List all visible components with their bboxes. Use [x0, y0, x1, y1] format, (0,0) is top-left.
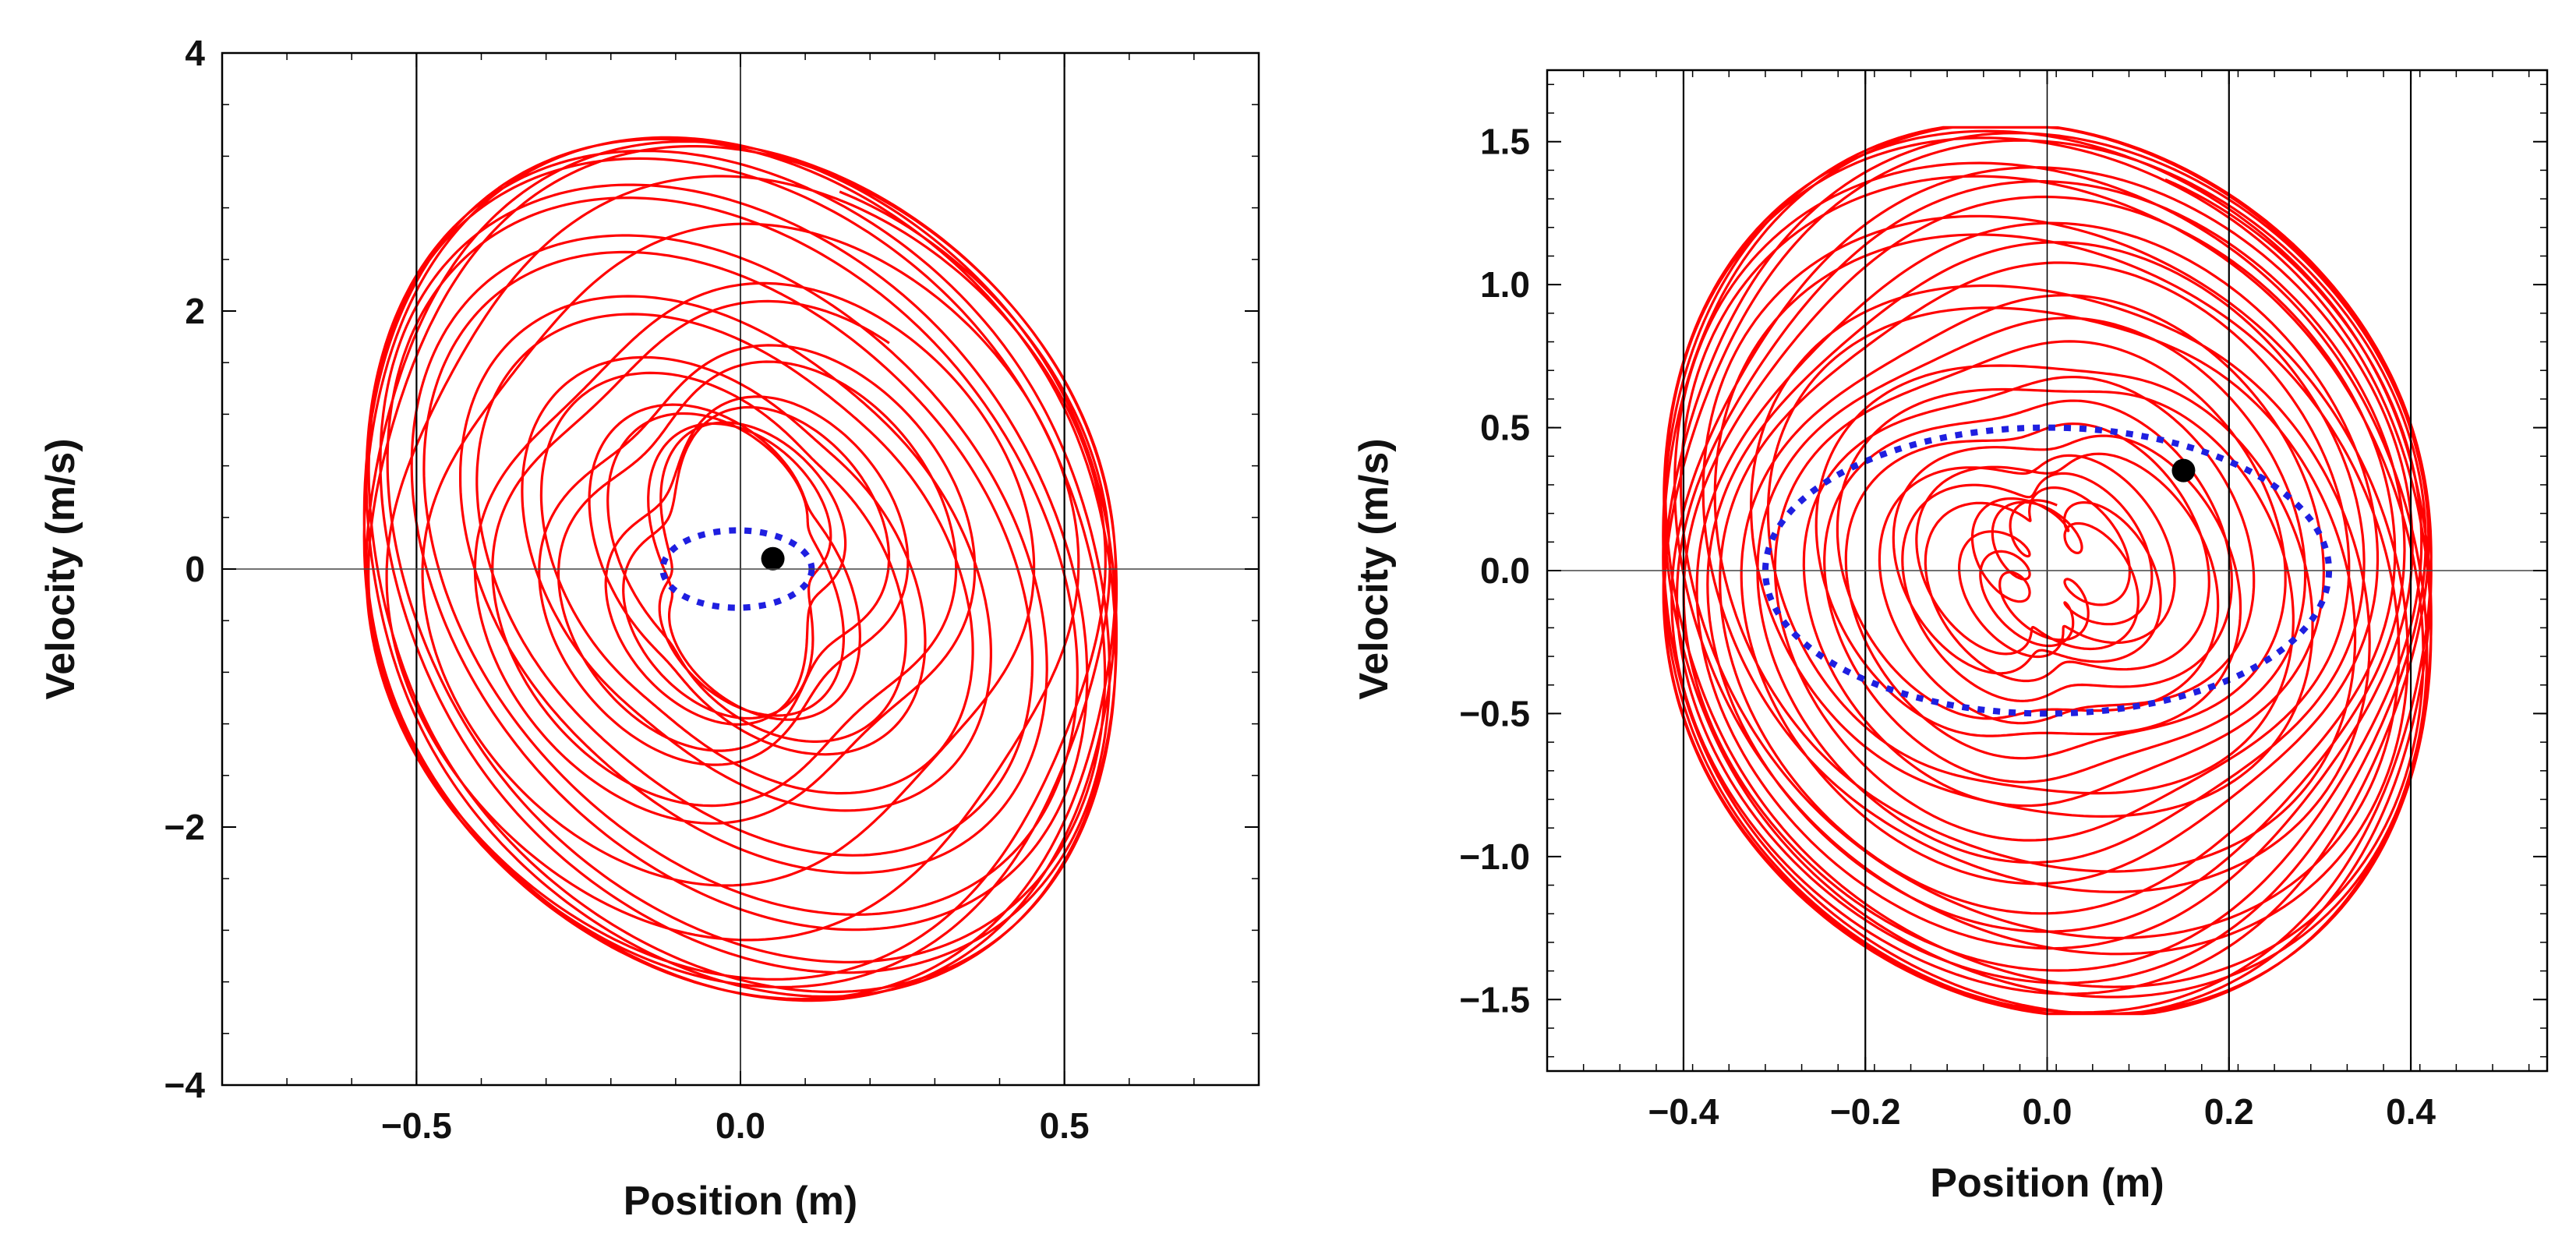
x-tick-label: 0.5	[1040, 1105, 1090, 1146]
y-tick-label: −4	[164, 1065, 206, 1105]
x-tick-label: 0.2	[2204, 1091, 2254, 1132]
x-axis-label: Position (m)	[624, 1179, 857, 1224]
y-tick-label: 1.0	[1480, 264, 1530, 305]
y-tick-label: 0.0	[1480, 550, 1530, 591]
y-tick-label: 0.5	[1480, 408, 1530, 448]
x-tick-label: 0.0	[2023, 1091, 2072, 1132]
state-point-marker	[2171, 458, 2196, 483]
y-tick-label: −1.0	[1459, 836, 1530, 877]
y-tick-label: 0	[185, 549, 205, 589]
y-tick-label: −0.5	[1459, 693, 1530, 734]
x-tick-label: −0.5	[381, 1105, 452, 1146]
x-tick-label: −0.2	[1830, 1091, 1901, 1132]
y-axis-label: Velocity (m/s)	[1352, 438, 1397, 699]
right-phase-plot: −0.4 −0.2 0.0 0.2 0.4 −1.5 −1.0 −0.5 0.0 0.5 1.0 1.…	[1352, 69, 2549, 1206]
y-tick-label: −1.5	[1459, 979, 1530, 1020]
x-tick-label: 0.4	[2386, 1091, 2436, 1132]
y-tick-label: 2	[185, 291, 205, 331]
y-axis-label: Velocity (m/s)	[38, 438, 83, 699]
left-phase-plot: −0.5 0.0 0.5 −4 −2 0 2 4 Position (m) Velocity (m…	[38, 33, 1260, 1224]
x-tick-label: 0.0	[716, 1105, 765, 1146]
x-tick-label: −0.4	[1648, 1091, 1719, 1132]
state-point-marker	[761, 546, 785, 571]
y-tick-label: 1.5	[1480, 122, 1530, 162]
y-tick-label: 4	[185, 33, 205, 73]
x-axis-label: Position (m)	[1930, 1161, 2164, 1206]
y-tick-label: −2	[164, 807, 205, 847]
trajectory-curve	[362, 136, 1118, 1002]
trajectory-curve	[1662, 126, 2433, 1016]
